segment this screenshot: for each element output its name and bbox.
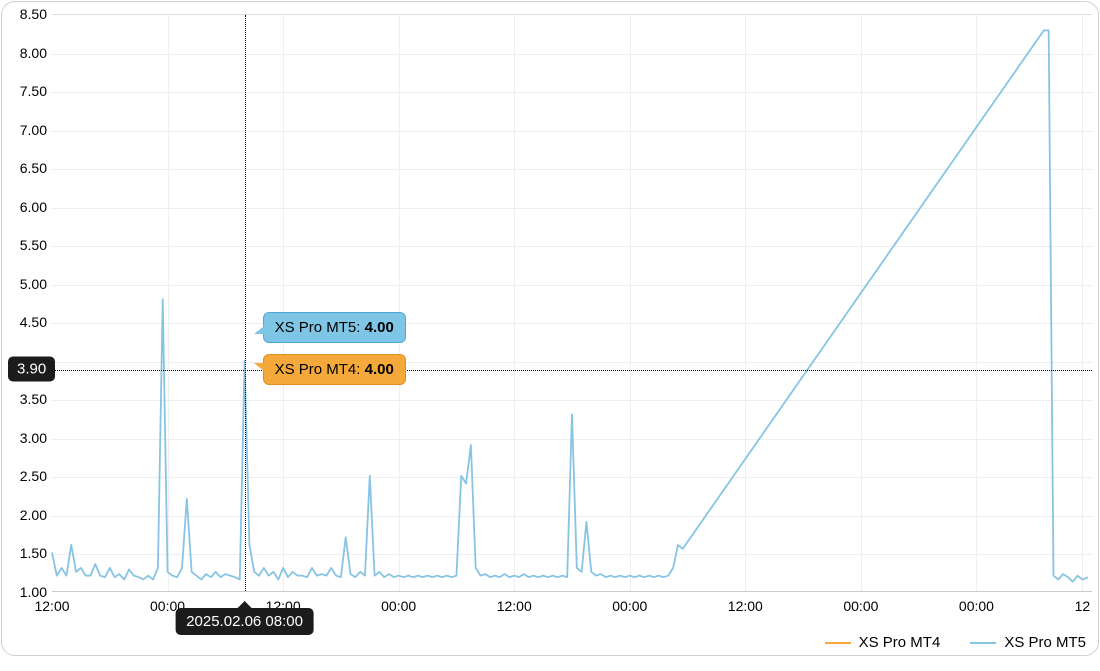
x-axis-tick-label: 00:00: [381, 598, 416, 614]
x-axis-tick-label: 12:00: [497, 598, 532, 614]
crosshair-horizontal: [52, 370, 1092, 371]
x-axis-tick-label: 12:00: [728, 598, 763, 614]
x-axis-tick-label: 00:00: [959, 598, 994, 614]
legend-item-xs-pro-mt4[interactable]: XS Pro MT4: [825, 634, 941, 651]
tooltip-xs-pro-mt5[interactable]: XS Pro MT5: 4.00: [263, 312, 406, 343]
x-axis-tick-label: 12: [1075, 598, 1091, 614]
tooltip-xs-pro-mt4[interactable]: XS Pro MT4: 4.00: [263, 354, 406, 385]
y-axis-tick-label: 6.50: [2, 160, 47, 176]
y-axis-tick-label: 5.00: [2, 276, 47, 292]
y-axis-tick-label: 6.00: [2, 199, 47, 215]
series-line-xs-pro-mt5: [52, 30, 1088, 581]
tooltip-value: 4.00: [365, 361, 394, 378]
tooltip-series-label: XS Pro MT4:: [275, 361, 365, 378]
legend-label: XS Pro MT4: [859, 634, 941, 651]
y-axis-tick-label: 1.50: [2, 545, 47, 561]
y-axis-tick-label: 7.00: [2, 122, 47, 138]
y-axis-tick-label: 8.50: [2, 6, 47, 22]
y-axis-tick-label: 5.50: [2, 237, 47, 253]
y-axis-tick-label: 3.00: [2, 430, 47, 446]
y-axis-tick-label: 2.50: [2, 468, 47, 484]
tooltip-series-label: XS Pro MT5:: [275, 319, 365, 336]
x-axis-tick-label: 00:00: [843, 598, 878, 614]
y-axis-tick-label: 2.00: [2, 507, 47, 523]
legend-item-xs-pro-mt5[interactable]: XS Pro MT5: [970, 634, 1086, 651]
x-axis-tick-label: 12:00: [34, 598, 69, 614]
legend: XS Pro MT4 XS Pro MT5: [2, 634, 1086, 651]
crosshair-x-value-badge: 2025.02.06 08:00: [175, 608, 314, 635]
plot-area[interactable]: XS Pro MT5: 4.00XS Pro MT4: 4.00: [52, 14, 1092, 592]
legend-swatch: [970, 642, 996, 644]
legend-label: XS Pro MT5: [1004, 634, 1086, 651]
tooltip-value: 4.00: [365, 319, 394, 336]
legend-swatch: [825, 642, 851, 644]
crosshair-y-value-badge: 3.90: [8, 356, 55, 381]
y-axis-tick-label: 8.00: [2, 45, 47, 61]
y-axis-tick-label: 3.50: [2, 391, 47, 407]
series-lines: [52, 15, 1092, 591]
y-axis-tick-label: 4.50: [2, 314, 47, 330]
x-axis-tick-label: 00:00: [612, 598, 647, 614]
y-axis-tick-label: 7.50: [2, 83, 47, 99]
chart-container: XS Pro MT5: 4.00XS Pro MT4: 4.00 XS Pro …: [1, 1, 1099, 656]
crosshair-vertical: [245, 15, 246, 591]
